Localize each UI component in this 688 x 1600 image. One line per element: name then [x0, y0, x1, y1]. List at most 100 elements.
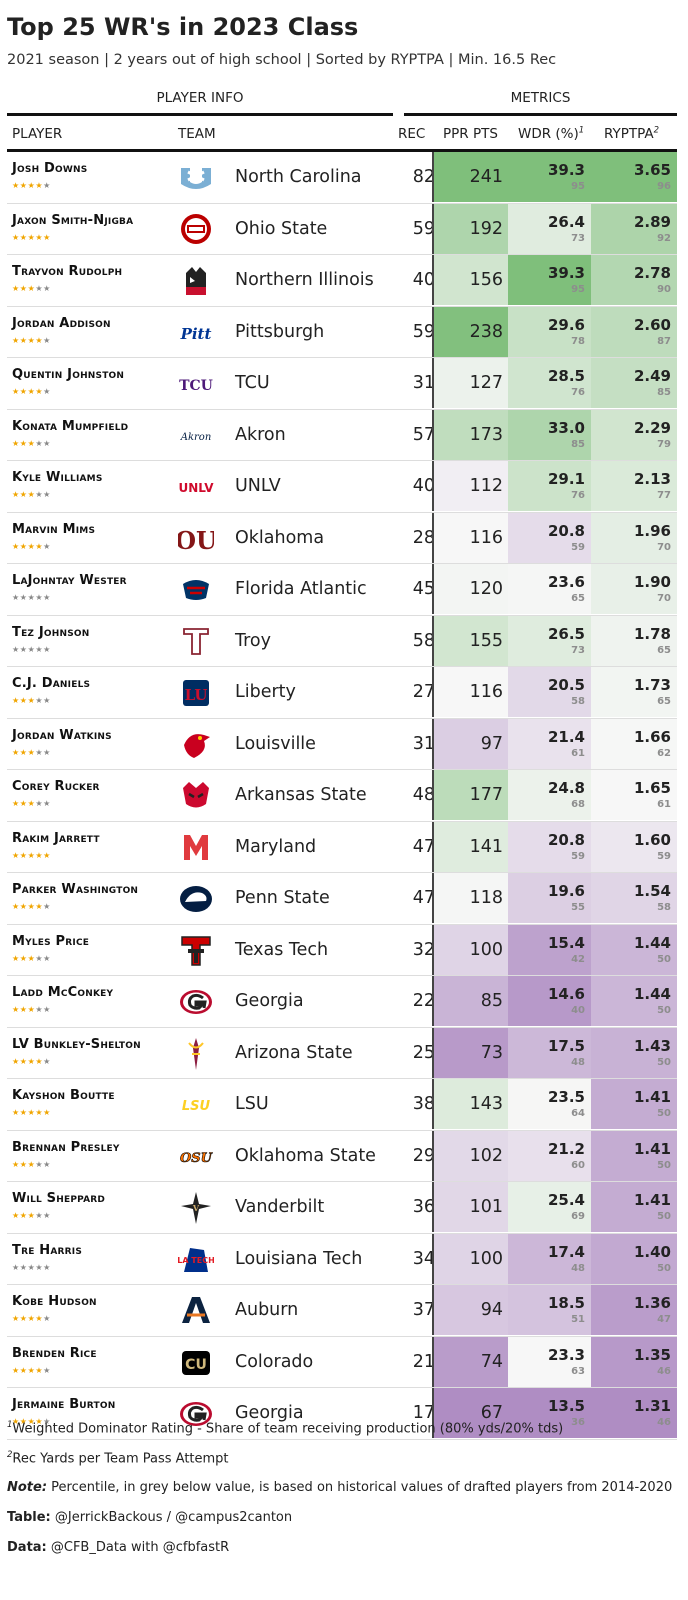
star-icon: ★ — [12, 644, 20, 654]
ryptpa-percentile: 50 — [657, 1056, 671, 1068]
wdr-value: 29.1 — [547, 470, 585, 488]
ryptpa-value: 1.96 — [633, 521, 671, 540]
star-icon: ★ — [35, 1211, 44, 1220]
ryptpa-percentile: 65 — [657, 644, 671, 656]
ppr-value: 143 — [469, 1094, 503, 1114]
louisiana-tech-logo-icon: LA TECH — [178, 1242, 214, 1276]
star-icon: ★ — [27, 438, 36, 448]
star-icon: ★ — [35, 593, 44, 602]
rec-value: 47 — [412, 888, 435, 908]
player-stars: ★★★★★ — [12, 336, 51, 346]
ppr-value: 173 — [469, 424, 503, 445]
ryptpa-value: 1.36 — [633, 1294, 671, 1312]
wdr-value: 13.5 — [547, 1397, 585, 1415]
ryptpa-cell: 1.40 50 — [591, 1233, 677, 1284]
star-icon: ★ — [43, 387, 51, 396]
ryptpa-value: 1.78 — [633, 624, 671, 643]
star-icon: ★ — [12, 1159, 20, 1169]
wdr-cell: 20.8 59 — [508, 821, 591, 872]
footnote-1: 1Weighted Dominator Rating - Share of te… — [7, 1420, 563, 1436]
ryptpa-percentile: 62 — [657, 747, 671, 759]
rec-value: 32 — [412, 939, 435, 960]
akron-logo-icon: Akron — [178, 418, 214, 452]
wdr-value: 26.5 — [547, 624, 585, 643]
oklahoma-state-logo-icon: OSU — [178, 1139, 214, 1173]
svg-text:TCU: TCU — [179, 378, 213, 394]
star-icon: ★ — [35, 438, 44, 448]
star-icon: ★ — [12, 1314, 20, 1323]
player-stars: ★★★★★ — [12, 799, 51, 809]
ryptpa-percentile: 90 — [657, 284, 671, 295]
star-icon: ★ — [43, 1056, 51, 1066]
ppr-value: 156 — [469, 270, 503, 290]
louisville-logo-icon — [178, 727, 214, 761]
ppr-value: 102 — [469, 1145, 503, 1166]
star-icon: ★ — [43, 593, 51, 602]
ryptpa-value: 1.35 — [633, 1345, 671, 1364]
ppr-value: 141 — [469, 836, 503, 857]
unc-logo-icon — [178, 160, 214, 194]
ryptpa-cell: 1.31 46 — [591, 1388, 677, 1438]
ryptpa-cell: 1.60 59 — [591, 821, 677, 872]
column-header-wdr-sup: 1 — [578, 125, 585, 136]
star-icon: ★ — [12, 1417, 20, 1426]
wdr-value: 17.4 — [547, 1242, 585, 1261]
ryptpa-cell: 1.78 65 — [591, 615, 677, 666]
column-header-ryptpa-label: RYPTPA — [604, 126, 654, 142]
ryptpa-cell: 1.35 46 — [591, 1336, 677, 1387]
player-name: Konata Mumpfield — [12, 418, 129, 434]
footnote-1-mark: 1 — [7, 1420, 13, 1430]
player-stars: ★★★★★ — [12, 490, 51, 500]
star-icon: ★ — [27, 284, 36, 293]
vanderbilt-logo-icon: V — [178, 1190, 214, 1224]
liberty-logo-icon: LU — [178, 675, 214, 709]
ryptpa-cell: 2.89 92 — [591, 203, 677, 254]
ppr-cell: 155 — [432, 615, 509, 666]
ryptpa-cell: 2.78 90 — [591, 255, 677, 305]
star-icon: ★ — [43, 902, 51, 911]
table-row: Quentin Johnston ★★★★★ TCU TCU 31 127 28.5 76 2.… — [7, 358, 677, 410]
ryptpa-percentile: 46 — [657, 1417, 671, 1428]
table-row: Kyle Williams ★★★★★ UNLV UNLV 40 112 29.1 76 2.1… — [7, 461, 677, 513]
ryptpa-cell: 1.90 70 — [591, 564, 677, 614]
wdr-cell: 23.3 63 — [508, 1336, 591, 1387]
wdr-percentile: 76 — [571, 387, 585, 398]
wdr-percentile: 65 — [571, 593, 585, 604]
star-icon: ★ — [43, 232, 51, 242]
star-icon: ★ — [12, 335, 20, 345]
star-icon: ★ — [27, 490, 36, 499]
player-name: Jermaine Burton — [12, 1397, 116, 1412]
star-icon: ★ — [19, 284, 28, 293]
rec-value: 17 — [412, 1403, 435, 1423]
ppr-value: 100 — [469, 1248, 503, 1269]
table-row: Kayshon Boutte ★★★★★ LSU LSU 38 143 23.5 64 1.41… — [7, 1079, 677, 1131]
ppr-value: 238 — [469, 321, 503, 342]
star-icon: ★ — [43, 644, 51, 654]
team-name: Ohio State — [235, 218, 328, 239]
star-icon: ★ — [19, 1159, 28, 1169]
star-icon: ★ — [43, 335, 51, 345]
footnote-1-text: Weighted Dominator Rating - Share of tea… — [12, 1421, 564, 1437]
ryptpa-percentile: 65 — [657, 696, 671, 707]
star-icon: ★ — [19, 438, 28, 448]
ppr-value: 116 — [469, 527, 503, 548]
ryptpa-cell: 1.66 62 — [591, 718, 677, 769]
star-icon: ★ — [35, 1417, 44, 1426]
star-icon: ★ — [12, 490, 20, 499]
star-icon: ★ — [12, 284, 20, 293]
ppr-cell: 85 — [432, 976, 509, 1026]
star-icon: ★ — [43, 850, 51, 860]
team-name: Florida Atlantic — [235, 579, 367, 599]
wdr-percentile: 40 — [571, 1005, 585, 1016]
star-icon: ★ — [27, 1159, 36, 1169]
wdr-cell: 29.1 76 — [508, 461, 591, 511]
team-name: Vanderbilt — [235, 1197, 325, 1217]
svg-text:LSU: LSU — [182, 1099, 211, 1114]
spanner-line-info — [7, 113, 393, 116]
wdr-value: 29.6 — [547, 315, 585, 334]
ryptpa-value: 1.60 — [633, 830, 671, 849]
star-icon: ★ — [27, 335, 36, 345]
rec-value: 25 — [412, 1042, 435, 1063]
star-icon: ★ — [43, 1262, 51, 1272]
rec-value: 59 — [412, 321, 435, 342]
